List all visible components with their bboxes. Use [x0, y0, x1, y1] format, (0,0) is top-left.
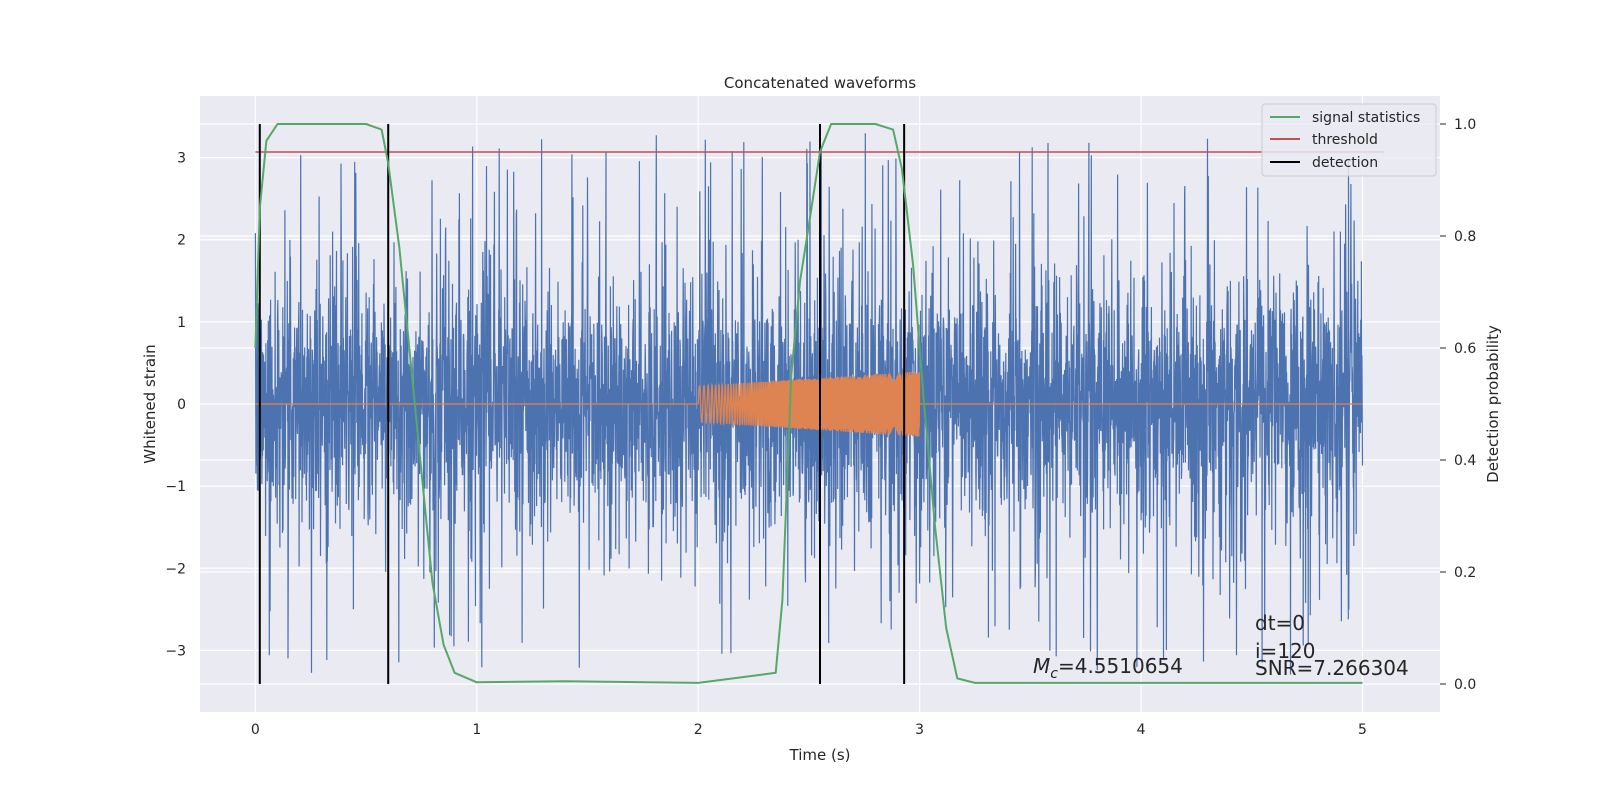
y-tick-label: −2 [165, 561, 186, 577]
y-right-tick-label: 0.4 [1454, 453, 1476, 469]
y-right-tick-label: 0.6 [1454, 341, 1476, 357]
i-annotation: i=120 [1255, 639, 1316, 663]
y-axis-label: Whitened strain [141, 344, 159, 463]
snr-annotation: SNR=7.266304 [1255, 656, 1409, 680]
mc-annotation: Mc=4.5510654 [1033, 654, 1183, 682]
y-axis-right-label: Detection probability [1484, 325, 1502, 483]
legend: signal statistics threshold detection [1261, 103, 1437, 177]
legend-box [1261, 103, 1437, 177]
signal-statistics-line [254, 123, 1363, 684]
dt-annotation: dt=0 [1255, 611, 1305, 635]
x-tick-label: 5 [1358, 722, 1367, 738]
x-tick-label: 4 [1137, 722, 1146, 738]
y-tick-label: 0 [177, 397, 186, 413]
annotations: Mc=4.5510654 dt=0 i=120 SNR=7.266304 [1033, 611, 1409, 682]
y-tick-label: −1 [165, 479, 186, 495]
y-tick-label: 3 [177, 151, 186, 167]
x-tick-label: 3 [915, 722, 924, 738]
axis-ticks: 0 1 2 3 4 5 −3 −2 −1 0 1 2 3 0.0 0.2 0.4 0.6 0.8 1.0 [165, 117, 1476, 738]
y-right-tick-label: 1.0 [1454, 117, 1476, 133]
strain-line [254, 133, 1364, 675]
y-tick-label: 2 [177, 233, 186, 249]
y-tick-label: −3 [165, 643, 186, 659]
legend-label-signal-statistics: signal statistics [1312, 110, 1420, 126]
y-right-tick-label: 0.8 [1454, 229, 1476, 245]
y-tick-label: 1 [177, 315, 186, 331]
x-tick-label: 2 [694, 722, 703, 738]
legend-label-threshold: threshold [1312, 132, 1378, 148]
legend-label-detection: detection [1312, 155, 1378, 171]
x-axis-label: Time (s) [789, 746, 851, 764]
x-tick-label: 1 [472, 722, 481, 738]
chart-title: Concatenated waveforms [724, 74, 916, 92]
x-tick-label: 0 [251, 722, 260, 738]
plot-area [254, 123, 1385, 684]
template-line [255, 371, 1363, 437]
y-right-tick-label: 0.2 [1454, 565, 1476, 581]
y-right-tick-label: 0.0 [1454, 677, 1476, 693]
